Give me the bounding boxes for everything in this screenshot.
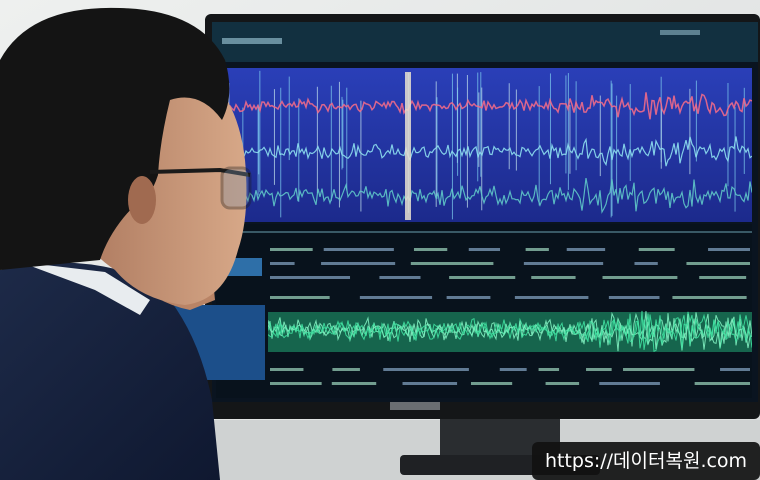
header-text-blur [660, 30, 700, 35]
green-waveform [268, 310, 752, 353]
text-blur [383, 368, 469, 371]
text-blur [699, 276, 747, 279]
text-blur [638, 248, 675, 251]
text-blur [270, 382, 322, 385]
text-blur [708, 248, 750, 251]
text-blur [449, 276, 516, 279]
text-blur [446, 296, 491, 299]
text-blur [586, 368, 612, 371]
cursor-line [405, 72, 411, 220]
text-blur [599, 382, 660, 385]
watermark: https://데이터복원.com [545, 450, 747, 472]
text-blur [720, 368, 750, 371]
text-blur [270, 262, 295, 265]
text-blur [270, 296, 330, 299]
text-blur [545, 382, 580, 385]
header-text-blur [222, 38, 282, 44]
watermark-box [532, 442, 760, 480]
text-blur [686, 262, 750, 265]
text-blur [323, 248, 394, 251]
screen-header [212, 22, 758, 62]
waveform [268, 313, 752, 350]
text-blur [270, 248, 313, 251]
waveform [268, 310, 752, 353]
text-blur [270, 368, 304, 371]
text-blur [514, 296, 589, 299]
waveform-group [216, 70, 752, 220]
shirt-collar [20, 262, 150, 315]
text-blur [270, 276, 351, 279]
text-rows [270, 248, 750, 385]
text-blur [602, 276, 678, 279]
text-blur [531, 276, 576, 279]
waveform [216, 92, 752, 120]
brand-logo [390, 402, 440, 410]
text-blur [566, 248, 606, 251]
glasses-temple [149, 167, 251, 177]
text-blur [694, 382, 750, 385]
waveform-panel [216, 68, 752, 222]
text-blur [470, 382, 513, 385]
text-blur [359, 296, 433, 299]
text-blur [499, 368, 527, 371]
text-blur [468, 248, 501, 251]
text-blur [525, 248, 549, 251]
text-blur [523, 262, 604, 265]
waveform [268, 311, 752, 352]
text-blur [538, 368, 560, 371]
text-blur [402, 382, 458, 385]
text-blur [379, 276, 421, 279]
text-blur [608, 296, 660, 299]
text-blur [672, 296, 747, 299]
glasses-lens [220, 166, 252, 210]
suit [0, 262, 220, 480]
waveform [216, 177, 752, 214]
text-blur [634, 262, 658, 265]
text-blur [623, 368, 695, 371]
text-blur [413, 248, 448, 251]
text-blur [332, 368, 360, 371]
text-blur [321, 262, 396, 265]
text-blur [331, 382, 377, 385]
ear [128, 176, 156, 224]
text-blur [410, 262, 494, 265]
hair [0, 7, 230, 271]
waveform [216, 136, 752, 167]
